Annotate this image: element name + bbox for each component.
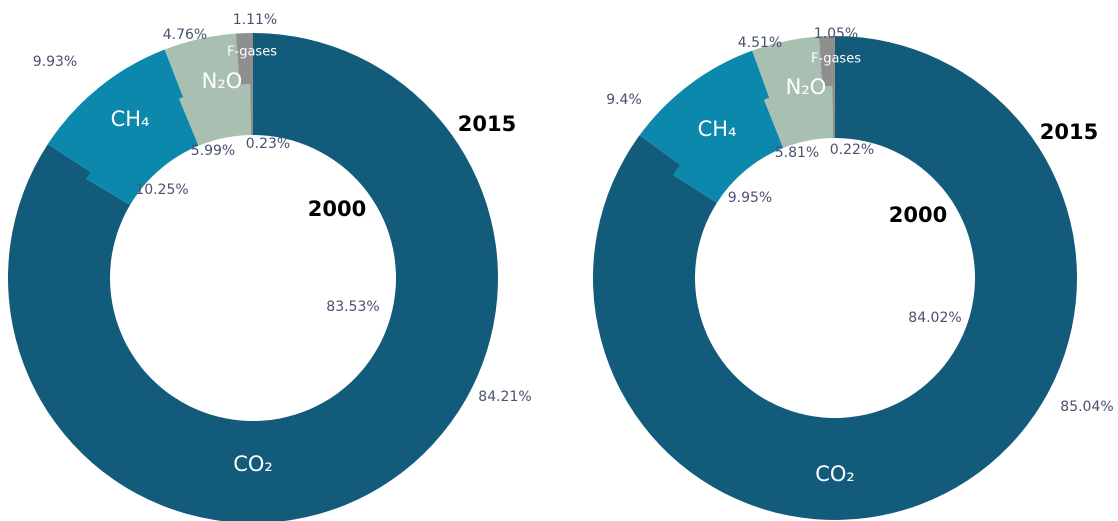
- value-label: 1.05%: [814, 26, 858, 42]
- value-label: 10.25%: [135, 182, 188, 198]
- donut-segment: [763, 86, 834, 148]
- category-label: CH₄: [698, 117, 737, 141]
- donut-segment: [250, 84, 253, 136]
- series-label: 2000: [308, 197, 366, 221]
- donut-segment: [832, 86, 835, 139]
- donut-segment: [164, 33, 240, 98]
- value-label: 4.51%: [738, 35, 782, 51]
- value-label: 1.11%: [233, 12, 277, 28]
- series-label: 2015: [458, 112, 516, 136]
- category-label: CO₂: [815, 462, 855, 486]
- category-label: CO₂: [233, 452, 273, 476]
- donut-segment: [752, 36, 823, 99]
- donut-segment: [179, 84, 251, 146]
- value-label: 9.93%: [33, 54, 77, 70]
- category-label: F-gases: [227, 45, 277, 60]
- series-label: 2015: [1040, 120, 1098, 144]
- value-label: 83.53%: [326, 299, 379, 315]
- donut-segment: [86, 98, 199, 205]
- value-label: 0.22%: [830, 142, 874, 158]
- donut-segment: [235, 33, 253, 85]
- value-label: 85.04%: [1060, 399, 1113, 415]
- category-label: CH₄: [111, 107, 150, 131]
- value-label: 84.21%: [478, 389, 531, 405]
- series-label: 2000: [889, 203, 947, 227]
- value-label: 84.02%: [908, 310, 961, 326]
- value-label: 0.23%: [246, 136, 290, 152]
- category-label: N₂O: [786, 75, 827, 99]
- value-label: 5.81%: [775, 145, 819, 161]
- donut-segment: [639, 50, 770, 166]
- value-label: 5.99%: [191, 143, 235, 159]
- donut-segment: [47, 49, 184, 173]
- donut-segment: [819, 36, 835, 87]
- donut-segment: [673, 99, 784, 203]
- category-label: F-gases: [811, 52, 861, 67]
- value-label: 9.95%: [728, 190, 772, 206]
- value-label: 9.4%: [606, 92, 642, 108]
- category-label: N₂O: [202, 69, 243, 93]
- value-label: 4.76%: [163, 27, 207, 43]
